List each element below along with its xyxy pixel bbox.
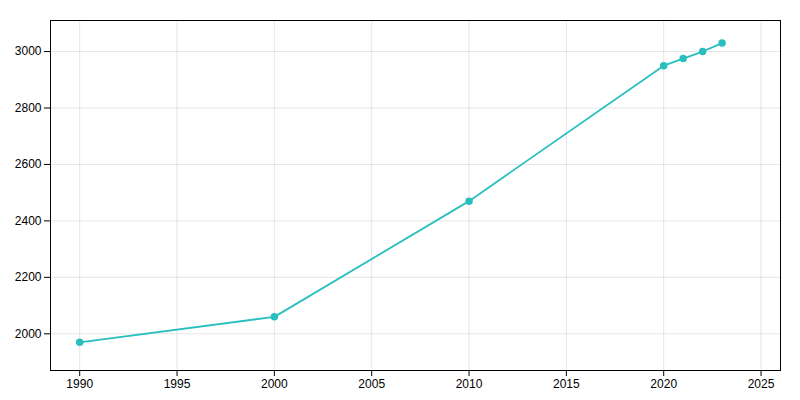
svg-text:1990: 1990 bbox=[66, 377, 93, 391]
svg-text:2200: 2200 bbox=[15, 270, 42, 284]
svg-text:2025: 2025 bbox=[748, 377, 775, 391]
svg-text:2015: 2015 bbox=[553, 377, 580, 391]
svg-text:3000: 3000 bbox=[15, 44, 42, 58]
svg-text:2800: 2800 bbox=[15, 101, 42, 115]
svg-text:2020: 2020 bbox=[650, 377, 677, 391]
svg-text:2000: 2000 bbox=[261, 377, 288, 391]
svg-text:2000: 2000 bbox=[15, 327, 42, 341]
svg-text:1995: 1995 bbox=[164, 377, 191, 391]
svg-text:2010: 2010 bbox=[456, 377, 483, 391]
svg-text:2400: 2400 bbox=[15, 214, 42, 228]
svg-text:2005: 2005 bbox=[358, 377, 385, 391]
svg-text:2600: 2600 bbox=[15, 157, 42, 171]
